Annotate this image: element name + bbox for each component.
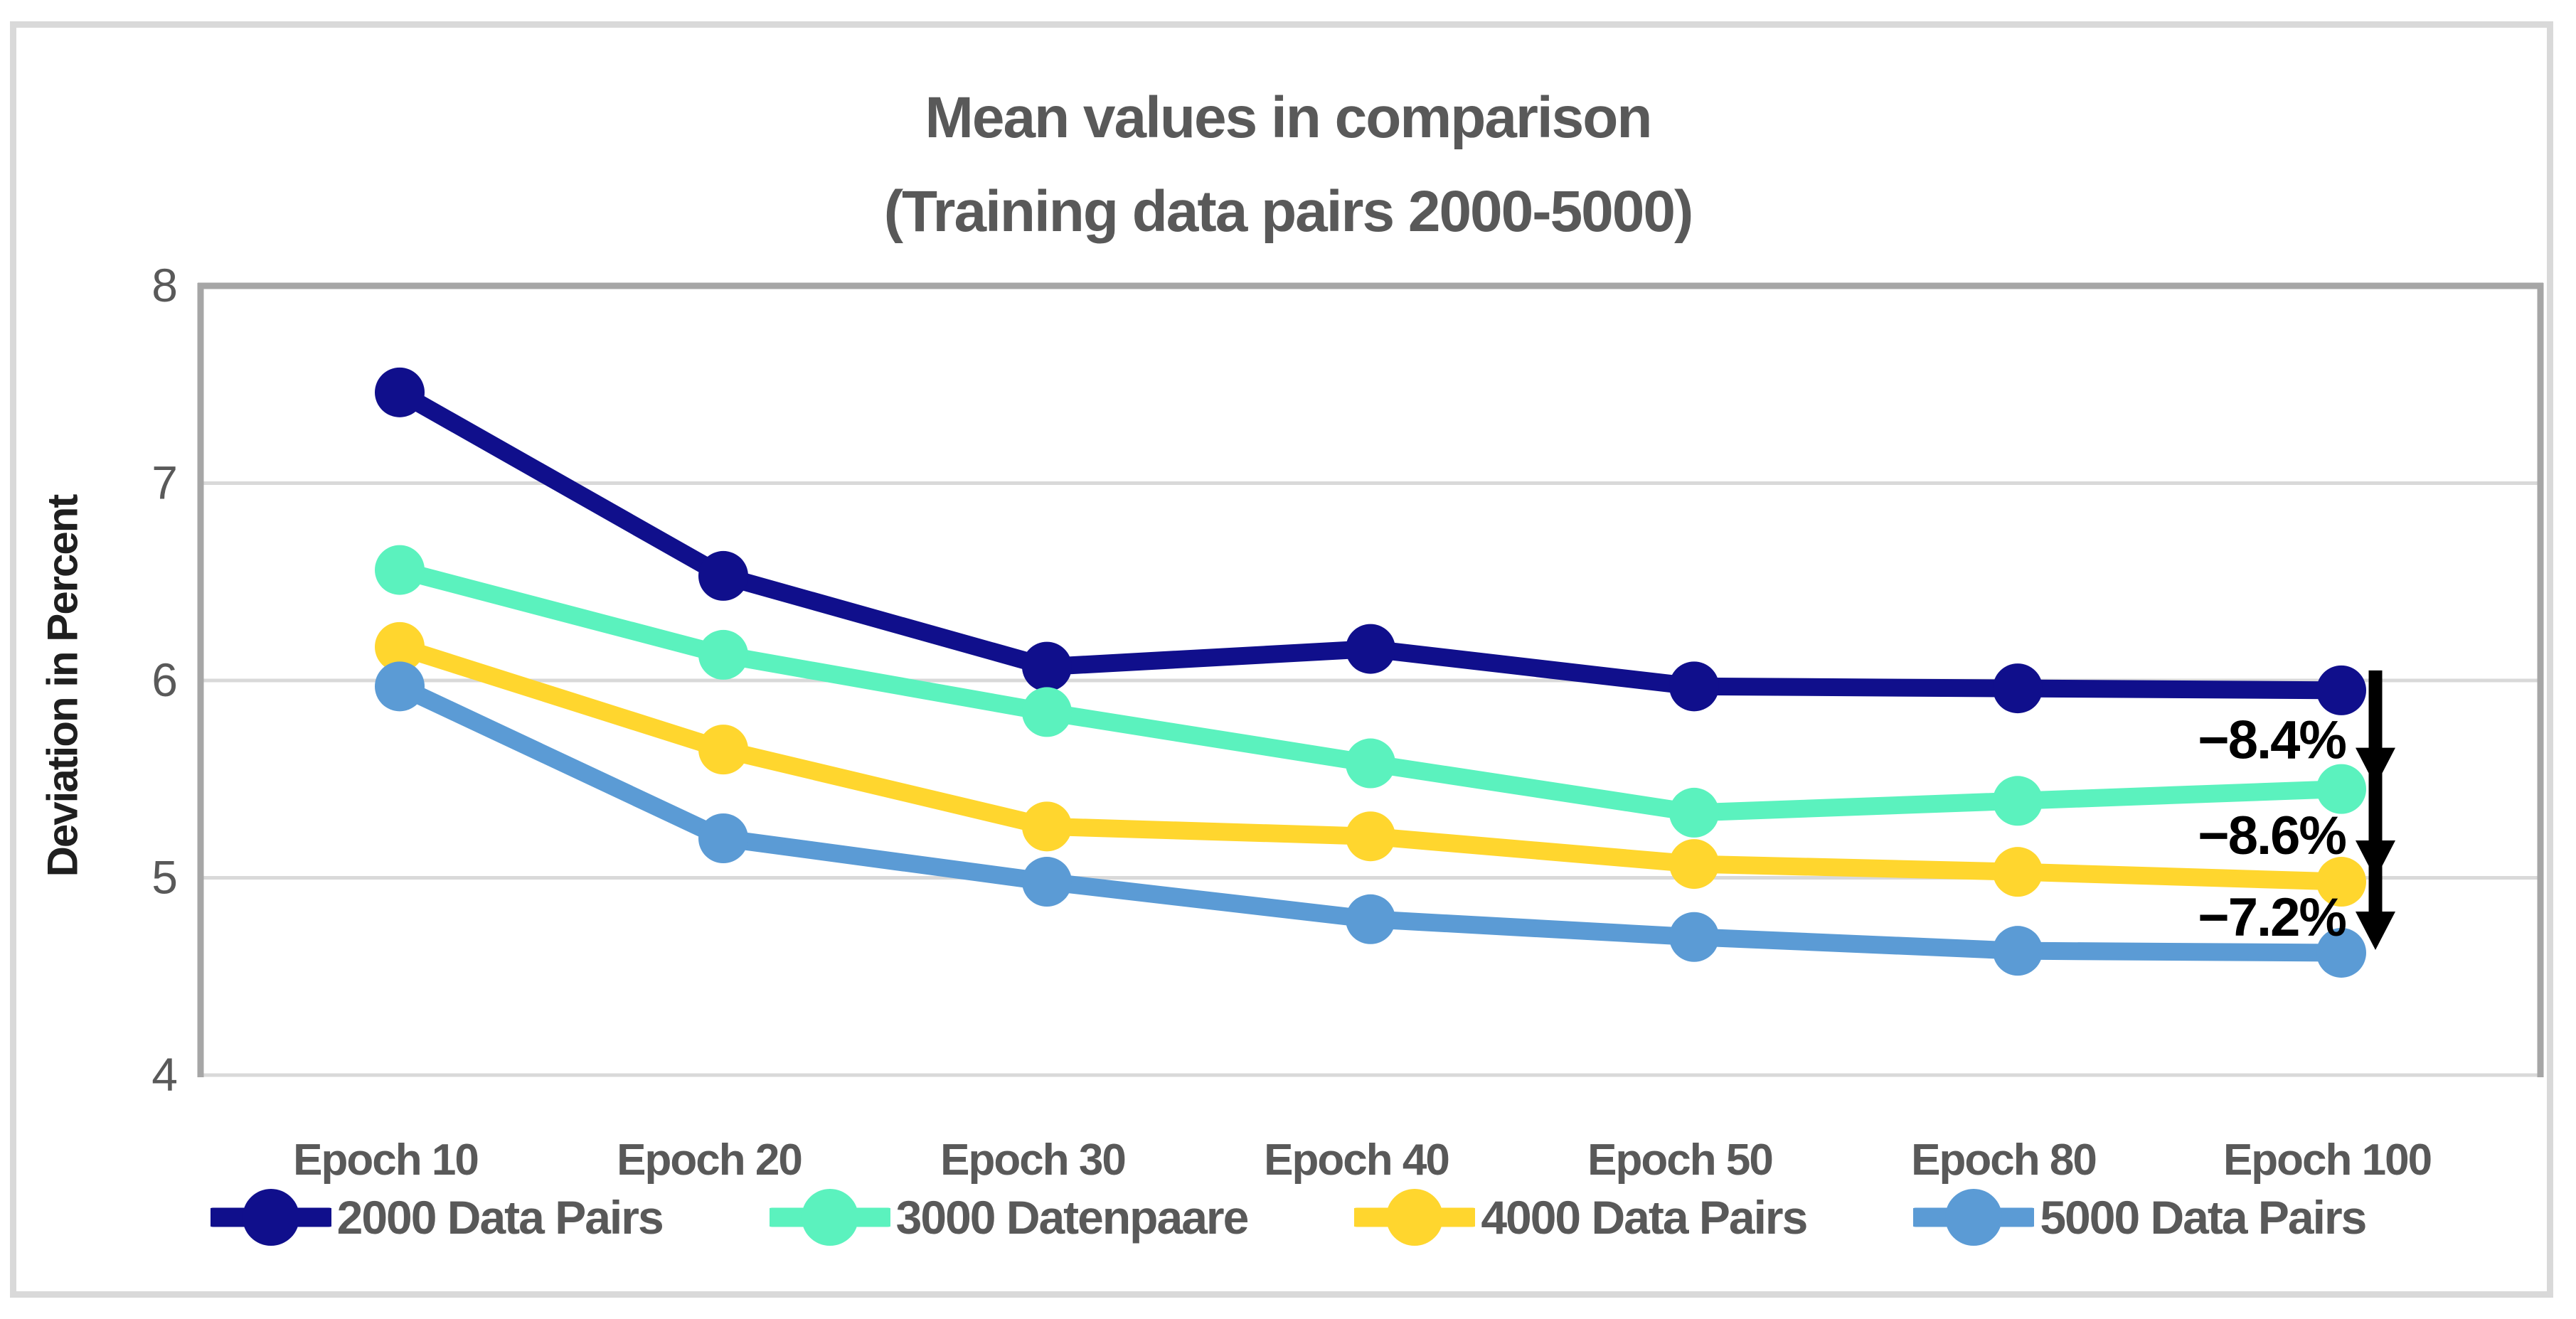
annotation-label: −8.4% xyxy=(2198,710,2346,770)
legend-line-marker-icon xyxy=(769,1189,890,1246)
legend-label: 5000 Data Pairs xyxy=(2040,1191,2367,1244)
chart-title: Mean values in comparison xyxy=(925,85,1653,150)
data-point-marker xyxy=(1669,787,1719,838)
x-tick-label: Epoch 10 xyxy=(293,1136,479,1185)
data-point-marker xyxy=(1993,663,2043,714)
x-tick-label: Epoch 80 xyxy=(1911,1136,2097,1185)
data-point-marker xyxy=(698,550,748,601)
x-tick-label: Epoch 100 xyxy=(2223,1136,2432,1185)
x-tick-label: Epoch 50 xyxy=(1587,1136,1774,1185)
data-point-marker xyxy=(1669,661,1719,712)
data-point-marker xyxy=(1669,839,1719,890)
data-point-marker xyxy=(375,661,425,712)
annotation-arrow-head xyxy=(2356,840,2395,880)
x-tick-label: Epoch 20 xyxy=(617,1136,803,1185)
legend-line-marker-icon xyxy=(1354,1189,1476,1246)
data-point-marker xyxy=(698,629,748,680)
legend-label: 2000 Data Pairs xyxy=(336,1191,664,1244)
data-point-marker xyxy=(1346,624,1395,674)
data-point-marker xyxy=(1993,847,2043,897)
annotation-label: −8.6% xyxy=(2198,806,2346,866)
y-tick-label: 7 xyxy=(151,456,178,509)
data-point-marker xyxy=(2316,927,2366,978)
legend-label: 3000 Datenpaare xyxy=(895,1191,1250,1244)
legend-line-marker-icon xyxy=(1913,1189,2035,1246)
chart-title-block: Mean values in comparison (Training data… xyxy=(0,71,2576,259)
x-tick-label: Epoch 40 xyxy=(1264,1136,1450,1185)
data-point-marker xyxy=(375,545,425,595)
y-tick-label: 5 xyxy=(151,851,178,904)
y-tick-label: 8 xyxy=(151,259,178,311)
data-point-marker xyxy=(375,367,425,417)
y-tick-label: 4 xyxy=(151,1048,178,1101)
annotation-label: −7.2% xyxy=(2198,887,2346,948)
legend-item: 4000 Data Pairs xyxy=(1354,1183,1808,1251)
x-tick-label: Epoch 30 xyxy=(940,1136,1127,1185)
legend-label: 4000 Data Pairs xyxy=(1481,1191,1808,1244)
data-point-marker xyxy=(2316,857,2366,907)
legend-line-marker-icon xyxy=(210,1189,331,1246)
legend: 2000 Data Pairs 3000 Datenpaare 4000 Data … xyxy=(0,1182,2576,1253)
data-point-marker xyxy=(698,813,748,863)
data-point-marker xyxy=(1346,894,1395,944)
data-point-marker xyxy=(1022,687,1072,737)
data-point-marker xyxy=(1993,926,2043,976)
legend-item: 2000 Data Pairs xyxy=(210,1183,664,1251)
legend-item: 3000 Datenpaare xyxy=(769,1183,1250,1251)
data-point-marker xyxy=(1022,641,1072,692)
annotation-arrow-head xyxy=(2356,747,2395,786)
annotation-arrow-head xyxy=(2356,911,2395,950)
data-point-marker xyxy=(698,725,748,775)
data-point-marker xyxy=(2316,665,2366,715)
y-tick-label: 6 xyxy=(151,653,178,706)
data-point-marker xyxy=(375,621,425,672)
legend-item: 5000 Data Pairs xyxy=(1913,1183,2367,1251)
data-point-marker xyxy=(1346,738,1395,789)
data-point-marker xyxy=(1346,811,1395,862)
chart-subtitle: (Training data pairs 2000-5000) xyxy=(883,179,1694,244)
data-point-marker xyxy=(1993,776,2043,826)
data-point-marker xyxy=(2316,764,2366,814)
data-point-marker xyxy=(1669,912,1719,962)
data-point-marker xyxy=(1022,857,1072,907)
data-point-marker xyxy=(1022,801,1072,852)
